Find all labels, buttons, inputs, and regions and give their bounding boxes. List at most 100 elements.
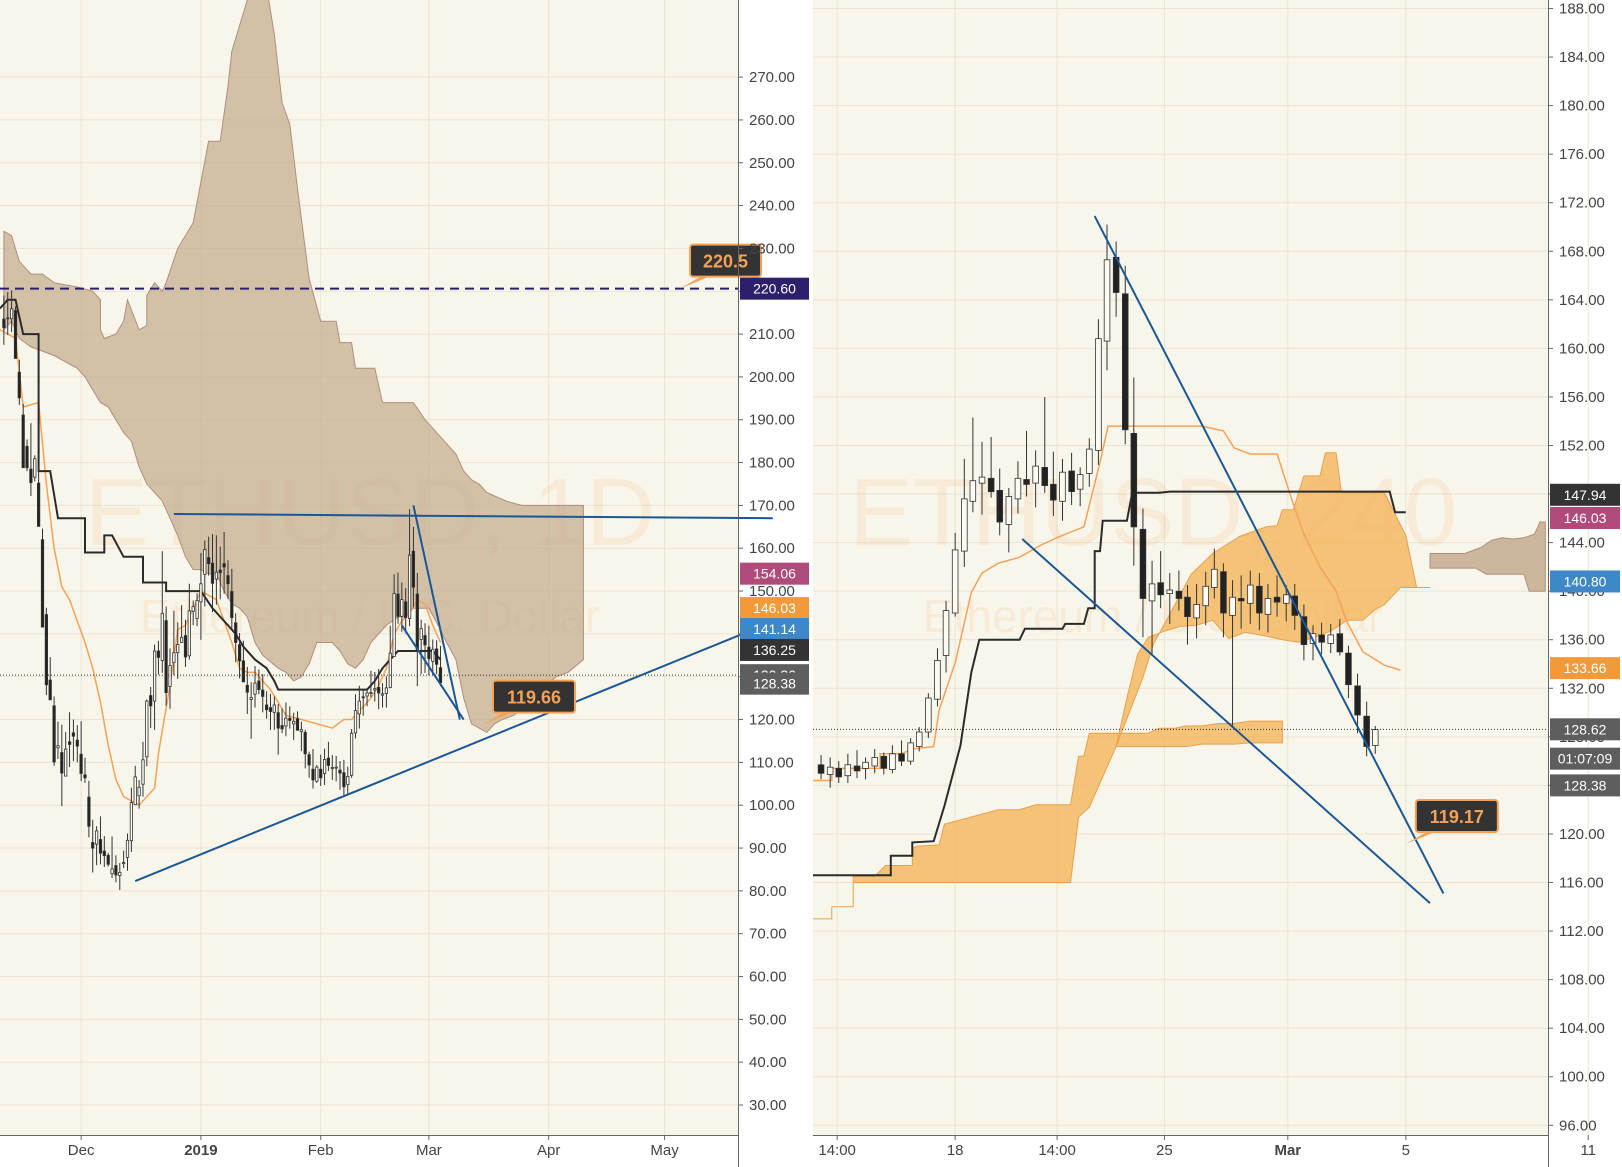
candle [400, 582, 404, 632]
candle-body [407, 554, 412, 619]
candle [25, 439, 29, 472]
candle-body [160, 612, 164, 661]
price-tick-label: 160.00 [1559, 340, 1605, 357]
price-tick-label: 260.00 [749, 112, 795, 129]
candle [1076, 467, 1084, 507]
candle [195, 593, 199, 627]
candle [168, 648, 172, 709]
candle [996, 468, 1003, 536]
time-tick-label: Apr [537, 1142, 560, 1159]
price-badge: 128.62 [1550, 718, 1620, 741]
candle [925, 693, 932, 739]
candle [280, 708, 284, 734]
candle-body [1345, 652, 1352, 686]
right-trendline [1021, 538, 1431, 904]
price-badge-bg [1550, 774, 1620, 797]
candle-body [1175, 590, 1183, 599]
candle-body [214, 571, 218, 580]
candle-body [106, 854, 110, 865]
candle-body [95, 830, 99, 845]
candle-body [1229, 596, 1236, 616]
candle [1005, 487, 1013, 553]
candle [21, 403, 25, 469]
candle [110, 836, 114, 879]
candle [961, 458, 968, 567]
right-candles [817, 224, 1379, 788]
candle [218, 546, 222, 600]
price-tick-label: 110.00 [749, 754, 794, 771]
time-tick-label: Mar [416, 1142, 442, 1159]
candle [326, 741, 331, 771]
candle [1229, 580, 1236, 728]
price-tick-label: 152.00 [1559, 438, 1605, 455]
candle [315, 764, 319, 783]
price-tick-label: 240.00 [749, 198, 795, 215]
left-trendline [412, 505, 461, 720]
price-tick-label: 168.00 [1559, 243, 1605, 260]
candle-body [1005, 496, 1013, 525]
callout-box [1414, 799, 1499, 834]
price-tick-label: 172.00 [1559, 195, 1605, 212]
candle-body [311, 768, 315, 781]
candle-body [9, 308, 14, 320]
candle [1103, 224, 1111, 371]
candle [1318, 622, 1325, 655]
price-tick-label: 164.00 [1559, 292, 1605, 309]
candle-body [118, 872, 122, 876]
candle-body [284, 717, 288, 727]
candle-body [1139, 528, 1147, 599]
candle-body [1076, 474, 1084, 490]
price-badge-bg [740, 638, 809, 661]
price-badge: 140.80 [1550, 570, 1620, 593]
candle-body [183, 635, 188, 658]
candle [353, 694, 358, 739]
candle-body [1059, 471, 1066, 502]
price-tick-label: 132.00 [1559, 680, 1605, 697]
candle [307, 751, 311, 778]
candle-body [68, 741, 72, 745]
candle [1211, 548, 1218, 599]
price-tick-label: 156.00 [1559, 389, 1605, 406]
candle-body [1193, 604, 1200, 619]
candle [826, 757, 834, 788]
price-tick-label: 60.00 [749, 969, 787, 986]
candle-body [942, 610, 950, 656]
candle-body [13, 310, 18, 359]
candle [319, 754, 323, 786]
left-price-badges: 220.60154.06146.03141.14136.25130.36128.… [740, 277, 809, 695]
candle [237, 633, 242, 679]
candle [942, 600, 950, 673]
candle [1175, 570, 1183, 611]
callout-box [689, 243, 763, 278]
candle-body [1032, 465, 1039, 484]
candle [187, 583, 191, 660]
candle-body [404, 601, 408, 618]
candle-body [87, 796, 91, 827]
candle [68, 712, 72, 768]
right-price-badges: 147.94 146.03 140.80 133.66 128.62 01:07:09 12… [1550, 483, 1620, 797]
candle [1139, 508, 1147, 638]
candle-body [1023, 479, 1030, 485]
candle [1336, 619, 1344, 656]
candle [272, 696, 276, 730]
price-badge-label: 128.62 [1564, 721, 1607, 737]
candle-body [149, 695, 153, 707]
price-badge-label: 140.80 [1564, 573, 1607, 589]
price-tick-label: 250.00 [749, 155, 795, 172]
price-badge-label: 01:07:09 [1558, 751, 1613, 767]
candle-body [91, 842, 95, 849]
candle-body [380, 693, 385, 696]
candle [1246, 570, 1254, 624]
price-badge-label: 133.66 [1564, 660, 1607, 676]
price-tick-label: 120.00 [1559, 826, 1605, 843]
candle-body [129, 802, 133, 842]
candle [330, 755, 334, 780]
candle-body [925, 697, 932, 733]
candle [179, 605, 184, 643]
candle-body [145, 700, 149, 758]
price-badge-bg [1550, 657, 1620, 680]
callout-label: 119.66 [507, 688, 561, 708]
